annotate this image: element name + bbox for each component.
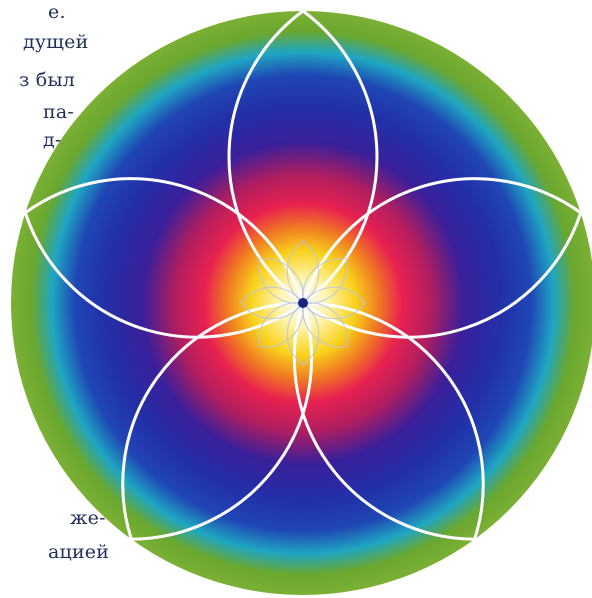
mandala-inner-petal: [302, 286, 366, 320]
mandala-inner-petal: [286, 240, 320, 304]
mandala-petal: [292, 301, 485, 541]
mandala-inner-petal: [301, 258, 348, 305]
mandala-petal: [121, 301, 314, 541]
mandala-petal: [23, 177, 305, 339]
mandala-inner-petal: [258, 301, 305, 348]
mandala-petal: [227, 9, 379, 305]
mandala-inner-petal: [286, 302, 320, 366]
mandala-center-dot: [298, 298, 308, 308]
mandala-petal: [301, 177, 583, 339]
mandala-inner-petal: [301, 301, 348, 348]
mandala-inner-petals: [240, 240, 366, 366]
mandala-inner-petal: [258, 258, 305, 305]
mandala-inner-petal: [240, 286, 304, 320]
mandala-petals: [23, 9, 583, 541]
